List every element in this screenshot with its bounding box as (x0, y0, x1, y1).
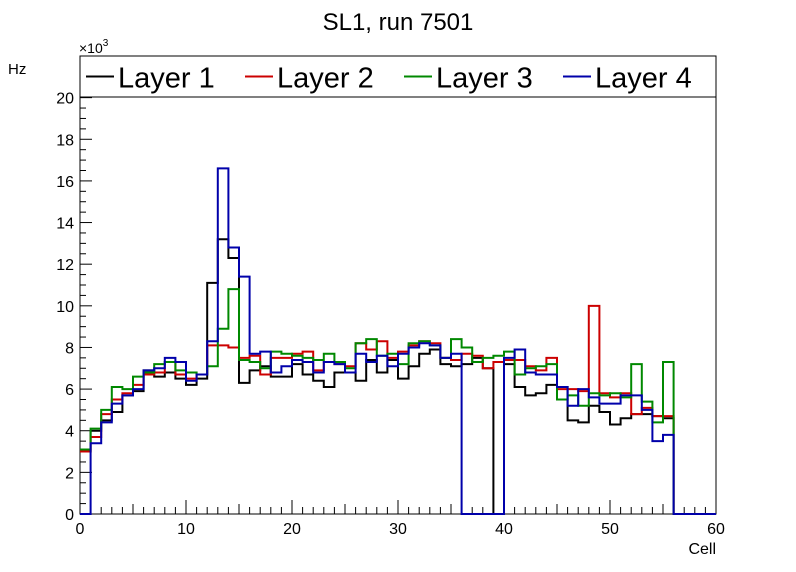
x-axis-label: Cell (688, 541, 716, 558)
y-tick-label: 16 (56, 174, 74, 191)
legend-label-layer-4: Layer 4 (595, 63, 692, 95)
x-tick-label: 60 (707, 521, 725, 538)
series-layer (80, 167, 716, 515)
legend-label-layer-2: Layer 2 (277, 63, 374, 95)
legend: Layer 1 Layer 2 Layer 3 Layer 4 (79, 55, 717, 98)
chart-title: SL1, run 7501 (323, 9, 474, 36)
legend-label-layer-3: Layer 3 (436, 63, 533, 95)
legend-box (79, 55, 717, 98)
y-tick-label: 8 (65, 340, 74, 357)
x-tick-label: 50 (601, 521, 619, 538)
y-tick-label: 20 (56, 91, 74, 108)
x-tick-label: 20 (283, 521, 301, 538)
y-tick-label: 2 (65, 465, 74, 482)
y-tick-label: 4 (65, 424, 74, 441)
legend-label-layer-1: Layer 1 (118, 63, 215, 95)
y-tick-label: 18 (56, 132, 74, 149)
series-line-layer-1 (80, 238, 716, 515)
y-tick-label: 10 (56, 299, 74, 316)
series-line-layer-2 (80, 304, 716, 515)
y-axis-label: Hz (8, 61, 26, 78)
x-tick-label: 30 (389, 521, 407, 538)
y-tick-label: 6 (65, 382, 74, 399)
series-line-layer-4 (80, 167, 716, 515)
y-tick-label: 0 (65, 507, 74, 524)
axes: 0 10 20 30 40 50 60 0 2 4 6 8 10 12 14 16 18 20 (56, 55, 725, 538)
x-tick-label: 10 (177, 521, 195, 538)
y-tick-label: 14 (56, 216, 74, 233)
x-tick-label: 0 (76, 521, 85, 538)
y-axis-multiplier: ×103 (79, 38, 109, 56)
y-tick-label: 12 (56, 257, 74, 274)
x-tick-label: 40 (495, 521, 513, 538)
